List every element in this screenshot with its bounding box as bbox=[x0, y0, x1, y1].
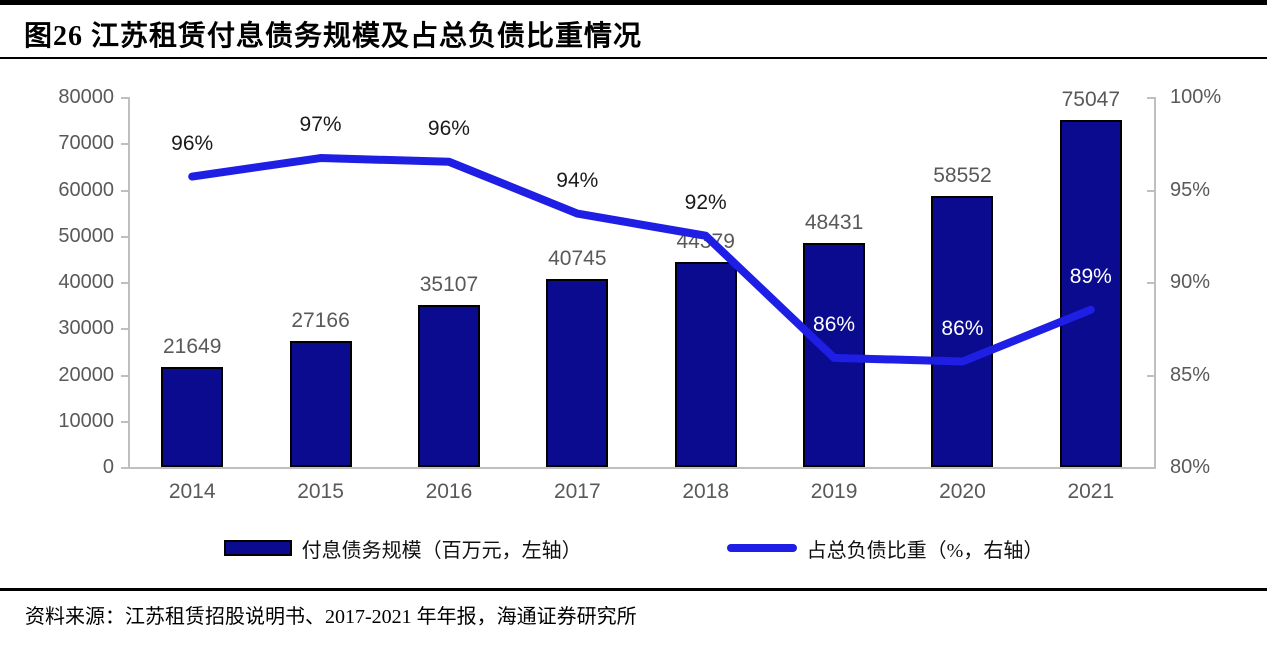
right-axis-tick bbox=[1147, 282, 1155, 284]
legend: 付息债务规模（百万元，左轴） 占总负债比重（%，右轴） bbox=[0, 530, 1267, 566]
left-axis-tick bbox=[121, 143, 129, 146]
combo-chart: 0 10000 20000 30000 40000 50000 60000 70000 8000… bbox=[0, 62, 1267, 530]
y-tick-label-left: 10000 bbox=[58, 409, 114, 432]
y-tick-label-left: 80000 bbox=[58, 86, 114, 108]
x-tick-label: 2015 bbox=[297, 480, 344, 503]
percent-label: 86% bbox=[941, 316, 984, 340]
left-axis-tick bbox=[121, 420, 129, 423]
x-tick-label: 2019 bbox=[810, 480, 858, 503]
bar bbox=[161, 366, 224, 467]
y-tick-label-right: 90% bbox=[1170, 271, 1211, 293]
legend-item-line: 占总负债比重（%，右轴） bbox=[726, 534, 1044, 563]
left-axis-tick bbox=[121, 282, 129, 284]
bar-value-label: 48431 bbox=[804, 211, 864, 234]
left-axis-tick bbox=[121, 97, 129, 99]
bar-value-label: 21649 bbox=[162, 334, 222, 358]
page-title: 图26 江苏租赁付息债务规模及占总负债比重情况 bbox=[24, 21, 643, 52]
x-axis-line bbox=[121, 467, 1156, 469]
top-rule bbox=[0, 0, 1267, 5]
right-axis-tick bbox=[1147, 467, 1155, 469]
y-tick-label-left: 70000 bbox=[58, 132, 114, 155]
left-axis-tick bbox=[121, 374, 129, 377]
legend-bar-swatch bbox=[223, 540, 292, 556]
left-axis-tick bbox=[121, 189, 129, 192]
bar-value-label: 35107 bbox=[419, 272, 479, 296]
x-tick-label: 2016 bbox=[425, 480, 473, 503]
legend-line-label: 占总负债比重（%，右轴） bbox=[806, 539, 1044, 562]
bar-value-label: 40745 bbox=[548, 246, 607, 270]
bar bbox=[803, 243, 866, 467]
x-tick-label: 2014 bbox=[168, 480, 216, 503]
x-tick-label: 2018 bbox=[682, 480, 730, 503]
right-axis-tick bbox=[1147, 189, 1155, 192]
y-tick-label-left: 60000 bbox=[58, 178, 114, 201]
x-tick-label: 2021 bbox=[1067, 480, 1115, 503]
percent-label: 92% bbox=[684, 190, 727, 214]
right-axis-tick bbox=[1147, 97, 1155, 99]
y-tick-label-right: 95% bbox=[1170, 178, 1211, 201]
title-divider bbox=[0, 57, 1267, 59]
bar-value-label: 58552 bbox=[933, 164, 992, 188]
right-axis-line bbox=[1154, 97, 1156, 469]
legend-bar-label: 付息债务规模（百万元，左轴） bbox=[301, 539, 582, 562]
y-tick-label-right: 80% bbox=[1170, 456, 1211, 478]
legend-line-swatch bbox=[726, 544, 797, 552]
y-tick-label-right: 85% bbox=[1170, 363, 1211, 386]
x-tick-label: 2020 bbox=[939, 480, 986, 503]
bar-value-label: 44379 bbox=[676, 229, 735, 253]
percent-label: 97% bbox=[299, 113, 342, 137]
percent-label: 89% bbox=[1069, 264, 1112, 288]
source-divider bbox=[0, 588, 1267, 591]
percent-label: 96% bbox=[427, 116, 470, 140]
left-axis-tick bbox=[121, 328, 129, 331]
y-tick-label-left: 20000 bbox=[58, 363, 114, 386]
source-text: 资料来源：江苏租赁招股说明书、2017-2021 年年报，海通证券研究所 bbox=[25, 606, 637, 628]
y-tick-label-right: 100% bbox=[1170, 86, 1222, 108]
bar-value-label: 75047 bbox=[1061, 87, 1121, 111]
bar bbox=[546, 278, 609, 467]
percent-label: 96% bbox=[171, 131, 214, 155]
left-axis-line bbox=[128, 97, 130, 469]
y-tick-label-left: 0 bbox=[102, 456, 114, 478]
percent-label: 86% bbox=[813, 312, 856, 336]
bar bbox=[417, 304, 480, 467]
left-axis-tick bbox=[121, 235, 129, 238]
bar bbox=[289, 341, 352, 467]
y-tick-label-left: 30000 bbox=[58, 317, 114, 340]
percent-label: 94% bbox=[556, 168, 599, 192]
y-tick-label-left: 50000 bbox=[58, 224, 114, 247]
bar-value-label: 27166 bbox=[291, 309, 350, 333]
right-axis-tick bbox=[1147, 374, 1155, 377]
bar bbox=[674, 261, 737, 467]
legend-item-bar: 付息债务规模（百万元，左轴） bbox=[223, 534, 582, 563]
y-tick-label-left: 40000 bbox=[58, 271, 114, 293]
bar bbox=[1059, 119, 1122, 467]
left-axis-tick bbox=[121, 467, 129, 469]
x-tick-label: 2017 bbox=[553, 480, 601, 503]
